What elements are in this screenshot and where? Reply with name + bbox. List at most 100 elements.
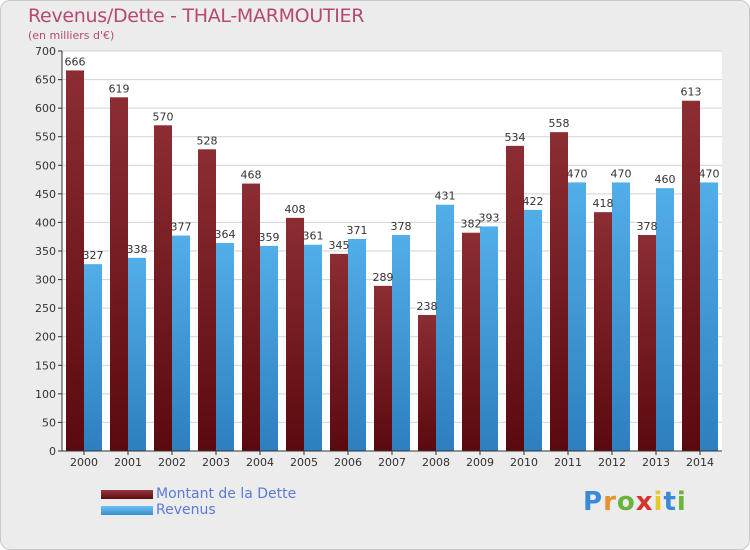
bar-debt-2010 <box>506 145 524 451</box>
data-label-debt-2013: 378 <box>637 220 658 233</box>
data-label-revenue-2011: 470 <box>567 167 588 180</box>
bar-debt-2009 <box>462 232 480 451</box>
bar-debt-2000 <box>66 70 84 451</box>
legend-swatch-revenue <box>101 506 153 515</box>
x-tick-label-2000: 2000 <box>70 456 98 469</box>
data-label-revenue-2004: 359 <box>259 231 280 244</box>
bar-revenue-2005 <box>304 244 322 451</box>
x-tick-label-2007: 2007 <box>378 456 406 469</box>
bar-revenue-2011 <box>568 182 586 451</box>
data-label-debt-2011: 558 <box>549 117 570 130</box>
data-label-debt-2001: 619 <box>109 82 130 95</box>
x-tick-label-2014: 2014 <box>686 456 714 469</box>
legend-swatch-debt <box>101 490 153 499</box>
bar-revenue-2010 <box>524 209 542 451</box>
bar-revenue-2008 <box>436 204 454 451</box>
y-tick-label-350: 350 <box>35 245 56 258</box>
data-label-revenue-2009: 393 <box>479 211 500 224</box>
bar-debt-2007 <box>374 285 392 451</box>
bar-debt-2008 <box>418 315 436 451</box>
x-tick-label-2008: 2008 <box>422 456 450 469</box>
y-tick-label-450: 450 <box>35 188 56 201</box>
x-tick-label-2013: 2013 <box>642 456 670 469</box>
bar-debt-2001 <box>110 97 128 452</box>
data-label-revenue-2000: 327 <box>83 249 104 262</box>
data-label-revenue-2013: 460 <box>655 173 676 186</box>
y-tick-label-500: 500 <box>35 159 56 172</box>
logo-letter: P <box>583 487 604 517</box>
x-tick-label-2009: 2009 <box>466 456 494 469</box>
data-label-revenue-2002: 377 <box>171 221 192 234</box>
logo-letter: r <box>603 487 617 517</box>
x-tick-label-2004: 2004 <box>246 456 274 469</box>
data-label-debt-2005: 408 <box>285 203 306 216</box>
data-label-debt-2014: 613 <box>681 86 702 99</box>
x-tick-label-2010: 2010 <box>510 456 538 469</box>
data-label-revenue-2010: 422 <box>523 195 544 208</box>
y-axis-ticks: 0 50 100 150 200 250 300 350 400 450 500 550 600 650 7… <box>35 45 62 458</box>
data-label-revenue-2005: 361 <box>303 230 324 243</box>
data-label-debt-2008: 238 <box>417 300 438 313</box>
bar-debt-2002 <box>154 125 172 452</box>
proxiti-logo: Proxiti <box>583 487 687 517</box>
data-label-debt-2010: 534 <box>505 131 526 144</box>
bar-revenue-2001 <box>128 257 146 451</box>
data-label-debt-2003: 528 <box>197 134 218 147</box>
data-label-debt-2007: 289 <box>373 271 394 284</box>
data-label-debt-2012: 418 <box>593 197 614 210</box>
x-tick-label-2003: 2003 <box>202 456 230 469</box>
bar-revenue-2013 <box>656 188 674 451</box>
x-tick-label-2012: 2012 <box>598 456 626 469</box>
bar-revenue-2003 <box>216 243 234 451</box>
y-tick-label-0: 0 <box>49 445 56 458</box>
bar-revenue-2014 <box>700 182 718 451</box>
bar-debt-2004 <box>242 183 260 452</box>
logo-letter: t <box>663 487 677 517</box>
bar-revenue-2000 <box>84 264 102 451</box>
data-labels: 666 327 619 338 570 377 528 364 468 359 408 361 345 3… <box>65 55 720 313</box>
x-tick-label-2001: 2001 <box>114 456 142 469</box>
y-tick-label-200: 200 <box>35 331 56 344</box>
data-label-debt-2002: 570 <box>153 110 174 123</box>
bar-revenue-2012 <box>612 182 630 451</box>
data-label-debt-2004: 468 <box>241 169 262 182</box>
x-tick-label-2011: 2011 <box>554 456 582 469</box>
x-tick-label-2005: 2005 <box>290 456 318 469</box>
y-tick-label-600: 600 <box>35 102 56 115</box>
y-tick-label-150: 150 <box>35 359 56 372</box>
bar-debt-2013 <box>638 235 656 451</box>
y-tick-label-100: 100 <box>35 388 56 401</box>
logo-letter: x <box>635 487 654 517</box>
data-label-debt-2006: 345 <box>329 239 350 252</box>
logo-letter: i <box>676 487 687 517</box>
data-label-revenue-2012: 470 <box>611 167 632 180</box>
data-label-revenue-2014: 470 <box>699 167 720 180</box>
data-label-revenue-2001: 338 <box>127 243 148 256</box>
bar-revenue-2009 <box>480 226 498 451</box>
legend-label-revenue: Revenus <box>156 502 216 518</box>
legend-label-debt: Montant de la Dette <box>156 486 297 502</box>
bar-debt-2003 <box>198 149 216 452</box>
y-tick-label-250: 250 <box>35 302 56 315</box>
bar-debt-2005 <box>286 217 304 451</box>
y-tick-label-300: 300 <box>35 274 56 287</box>
y-tick-label-700: 700 <box>35 45 56 58</box>
bar-debt-2012 <box>594 212 612 451</box>
logo-letter: i <box>653 487 664 517</box>
bar-revenue-2002 <box>172 235 190 451</box>
y-tick-label-50: 50 <box>42 416 56 429</box>
bars <box>66 70 718 452</box>
bar-revenue-2004 <box>260 245 278 451</box>
data-label-revenue-2006: 371 <box>347 224 368 237</box>
x-tick-label-2002: 2002 <box>158 456 186 469</box>
x-axis-ticks: 2000 2001 2002 2003 2004 2005 2006 2007 2008 2009… <box>70 451 714 469</box>
chart-subtitle: (en milliers d'€) <box>28 29 115 42</box>
data-label-revenue-2007: 378 <box>391 220 412 233</box>
y-tick-label-550: 550 <box>35 131 56 144</box>
data-label-revenue-2008: 431 <box>435 190 456 203</box>
chart-title: Revenus/Dette - THAL-MARMOUTIER <box>28 5 365 27</box>
y-tick-label-650: 650 <box>35 74 56 87</box>
bar-debt-2011 <box>550 132 568 451</box>
